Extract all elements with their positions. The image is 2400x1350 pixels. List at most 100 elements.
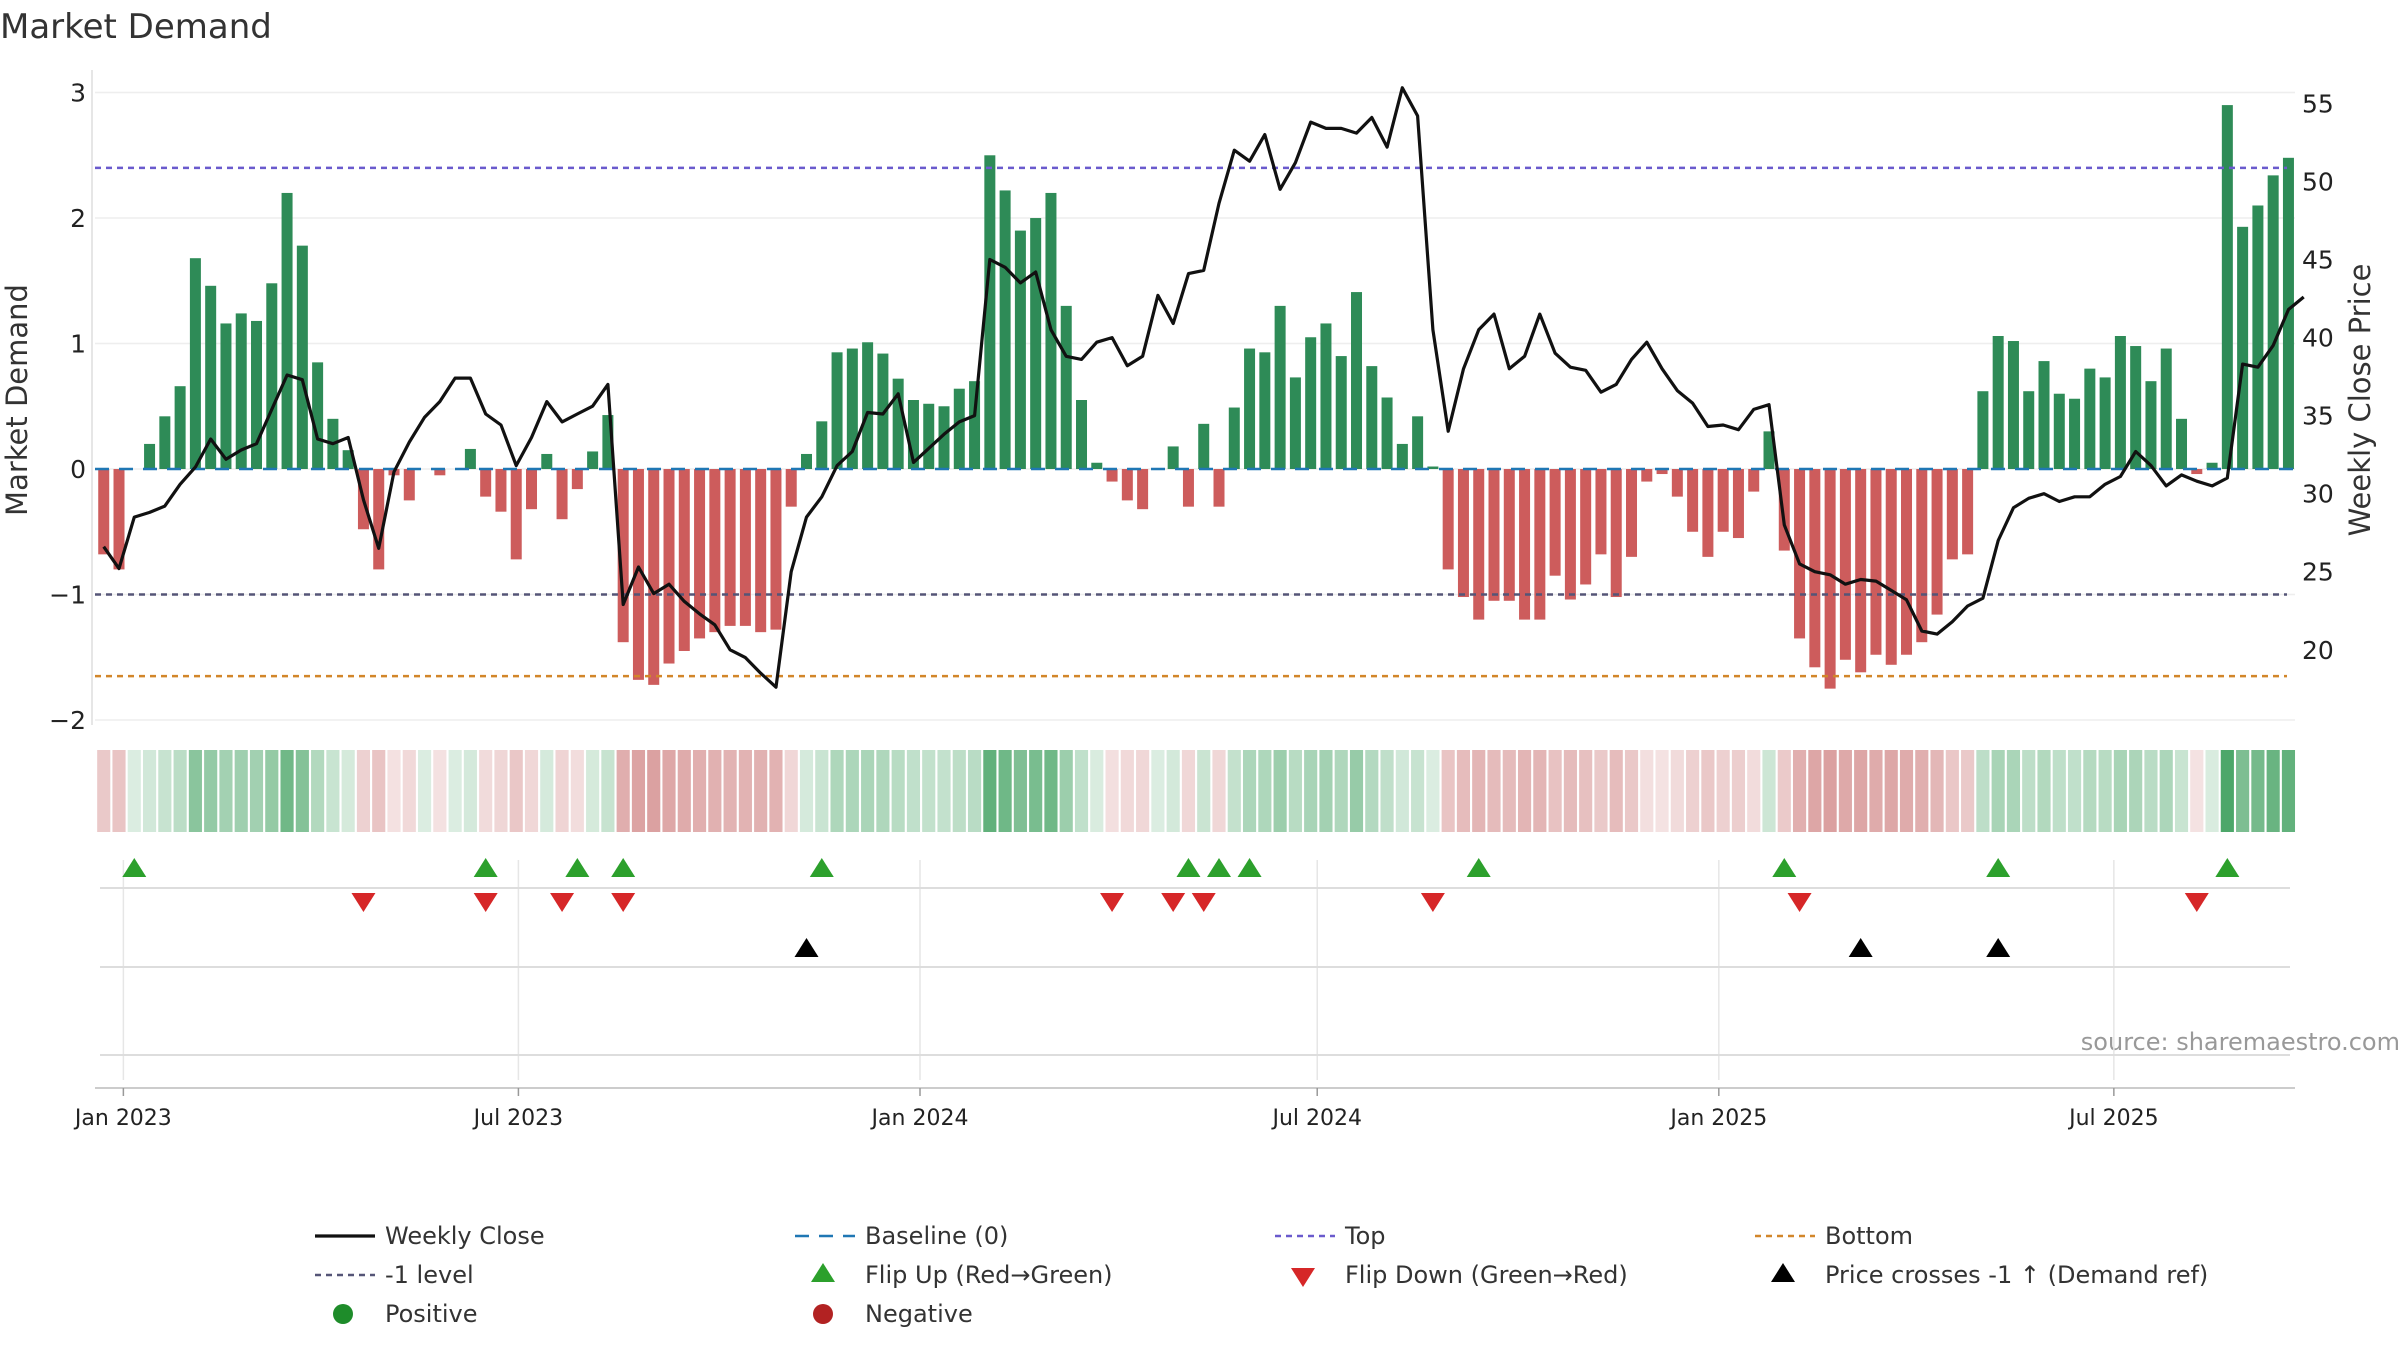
demand-bar [724,469,736,626]
heat-cell [1594,750,1608,832]
heat-cell [1365,750,1379,832]
heat-cell [1961,750,1975,832]
demand-bar [1763,431,1775,470]
demand-bar [785,469,797,507]
heat-cell [1533,750,1547,832]
heat-cell [1609,750,1623,832]
demand-bar [495,469,507,512]
demand-bar [1549,469,1561,576]
heat-cell [142,750,157,832]
close-line-layer [102,86,2305,689]
heat-cell [1411,750,1425,832]
flip-up-marker [1986,858,2011,877]
demand-bar [2007,341,2019,470]
heat-cell [2144,750,2158,832]
demand-bar [2084,368,2096,470]
heat-cell [1869,750,1883,832]
demand-bar [1320,323,1332,470]
heat-cell [387,750,401,832]
heat-cell [2281,750,2296,832]
heat-cell [1029,750,1043,832]
legend-label-flip_up: Flip Up (Red→Green) [865,1261,1113,1289]
demand-bar [1916,469,1928,643]
heat-cell [1273,750,1287,832]
heat-cell [2052,750,2066,832]
heat-cell [1227,750,1241,832]
flip-down-marker [1191,893,1216,912]
demand-bar [1564,469,1576,600]
heat-cell [2236,750,2250,832]
demand-bar [2053,393,2065,470]
heat-cell [219,750,233,832]
heat-cell [97,750,111,832]
heat-cell [799,750,814,832]
heat-cell [1670,750,1684,832]
demand-bar [1580,469,1592,585]
demand-bar [816,421,828,470]
heat-cell [1380,750,1394,832]
flip-down-marker [2184,893,2209,912]
heat-cell [2251,750,2265,832]
heat-cell [341,750,355,832]
heat-cell [433,750,447,832]
demand-heat-strip [97,750,2296,832]
demand-bar [1244,348,1256,470]
y2-tick-label: 20 [2302,636,2334,665]
demand-bar [907,400,919,470]
legend-label-close: Weekly Close [385,1222,545,1250]
heat-cell [876,750,890,832]
demand-bar [1396,443,1408,470]
legend-label-price_cross: Price crosses -1 ↑ (Demand ref) [1825,1261,2208,1289]
heat-cell [1136,750,1150,832]
heat-cell [2113,750,2127,832]
heat-cell [784,750,798,832]
x-tick-label: Jul 2025 [2067,1106,2159,1131]
heat-cell [1197,750,1211,832]
heat-cell [692,750,707,832]
heat-cell [2205,750,2219,832]
heat-cell [1701,750,1715,832]
demand-bar [526,469,538,510]
flip-up-marker [611,858,636,877]
demand-bar [2237,226,2249,470]
demand-bar [1855,469,1867,673]
heat-cell [448,750,462,832]
demand-bar [174,386,186,470]
price-cross-marker [794,938,819,957]
x-tick-label: Jan 2024 [870,1106,969,1131]
demand-bar [1060,305,1072,470]
heat-cell [1823,750,1837,832]
y2-tick-label: 30 [2302,480,2334,509]
heat-cell [1304,750,1318,832]
y-axis-title: Market Demand [0,284,34,516]
y2-tick-label: 50 [2302,167,2334,196]
demand-bar [801,453,813,470]
demand-bar [1427,466,1439,470]
demand-bar [755,469,767,633]
y-tick-label: 3 [70,79,86,108]
heat-cell [2037,750,2051,832]
heat-cell [463,750,477,832]
demand-bar [1870,469,1882,655]
heat-cell [1640,750,1654,832]
flip-up-marker [122,858,147,877]
demand-bar [510,469,522,560]
heat-cell [372,750,386,832]
demand-bar [1931,469,1943,615]
demand-bar [953,388,965,470]
demand-bar [1824,469,1836,689]
demand-bar [2267,175,2279,470]
heat-cell [1548,750,1562,832]
demand-bar [1198,423,1210,470]
heat-cell [1258,750,1272,832]
flip-down-marker [1787,893,1812,912]
demand-bar [1381,397,1393,470]
demand-bar [98,469,110,555]
flip-down-marker [473,893,498,912]
demand-bar [1717,469,1729,532]
axes-layer: −2 −1 0 1 2 3 20 25 30 35 40 45 50 55 Jan 2023 Jul 2023… [49,70,2334,1131]
legend-label-baseline: Baseline (0) [865,1222,1008,1250]
y2-tick-label: 55 [2302,89,2334,118]
flip-up-marker [1772,858,1797,877]
heat-cell [280,750,294,832]
